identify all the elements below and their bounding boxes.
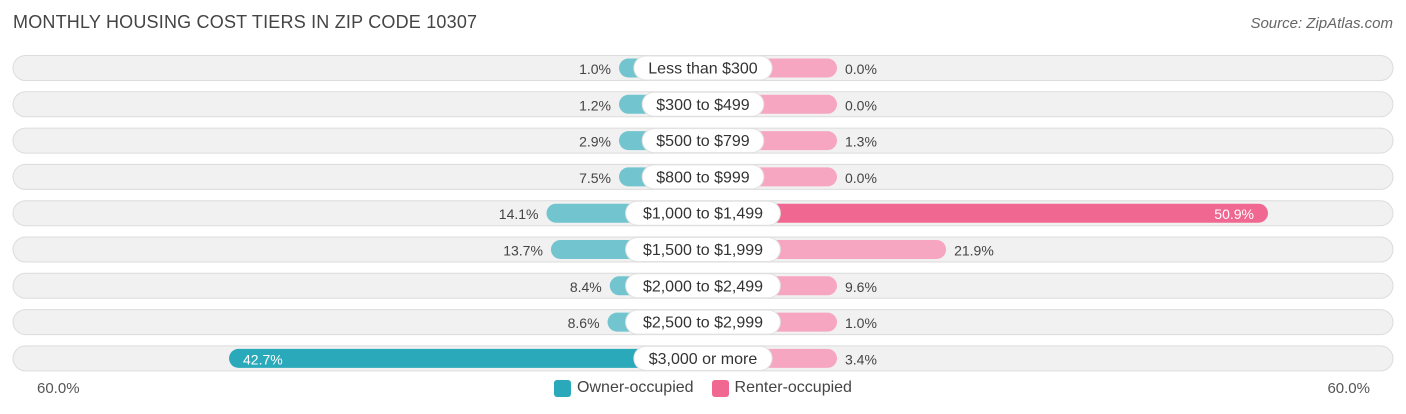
category-label: $1,500 to $1,999 (643, 242, 763, 259)
legend-owner-label: Owner-occupied (577, 379, 694, 396)
owner-value-label: 1.2% (579, 97, 611, 113)
renter-value-label: 9.6% (845, 279, 877, 295)
category-label: $500 to $799 (656, 133, 750, 150)
category-label: Less than $300 (648, 61, 758, 78)
owner-value-label: 8.6% (568, 315, 600, 331)
axis-left-label: 60.0% (37, 380, 80, 397)
renter-value-label: 3.4% (845, 351, 877, 367)
category-pill (625, 200, 781, 226)
category-label: $2,500 to $2,999 (643, 315, 763, 332)
renter-value-label: 21.9% (954, 243, 994, 259)
category-label: $1,000 to $1,499 (643, 206, 763, 223)
renter-value-label: 1.3% (845, 134, 877, 150)
category-pill (625, 309, 781, 335)
legend: Owner-occupied Renter-occupied (0, 379, 1406, 397)
renter-value-label: 0.0% (845, 170, 877, 186)
renter-value-label: 0.0% (845, 61, 877, 77)
owner-swatch-icon (554, 379, 572, 397)
axis-right-label: 60.0% (1327, 380, 1370, 397)
renter-bar (691, 203, 1268, 223)
category-pill (625, 273, 781, 299)
category-label: $300 to $499 (656, 97, 750, 114)
category-label: $3,000 or more (649, 351, 758, 368)
owner-value-label: 42.7% (243, 351, 283, 367)
legend-renter-label: Renter-occupied (734, 379, 852, 396)
owner-value-label: 14.1% (499, 206, 539, 222)
owner-value-label: 1.0% (579, 61, 611, 77)
owner-bar (229, 348, 715, 368)
owner-value-label: 2.9% (579, 134, 611, 150)
owner-value-label: 7.5% (579, 170, 611, 186)
category-label: $800 to $999 (656, 169, 750, 186)
source-label: Source: ZipAtlas.com (1250, 15, 1393, 32)
owner-value-label: 8.4% (570, 279, 602, 295)
category-pill (633, 55, 773, 81)
category-pill (641, 128, 765, 154)
chart-title: MONTHLY HOUSING COST TIERS IN ZIP CODE 1… (13, 12, 478, 32)
category-label: $2,000 to $2,499 (643, 278, 763, 295)
renter-value-label: 50.9% (1214, 206, 1254, 222)
category-pill (641, 91, 765, 117)
legend-item-renter[interactable]: Renter-occupied (711, 379, 852, 397)
owner-value-label: 13.7% (503, 243, 543, 259)
category-pill (625, 237, 781, 262)
category-pill (641, 164, 765, 190)
renter-value-label: 1.0% (845, 315, 877, 331)
renter-swatch-icon (711, 379, 729, 397)
renter-value-label: 0.0% (845, 97, 877, 113)
legend-item-owner[interactable]: Owner-occupied (554, 379, 694, 397)
category-pill (633, 345, 773, 371)
